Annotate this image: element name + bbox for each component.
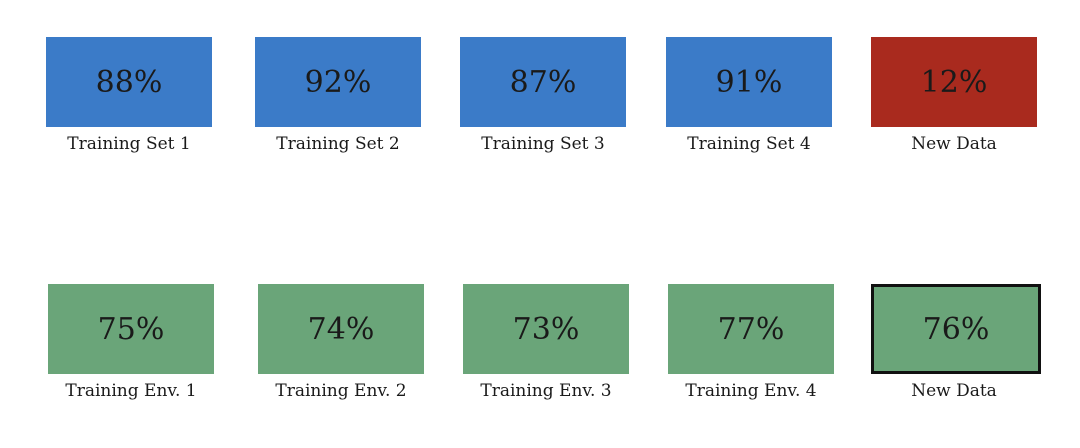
box-label: Training Env. 1 [65, 381, 197, 401]
box-label: Training Set 2 [276, 134, 400, 154]
box-label: Training Set 4 [687, 134, 811, 154]
score-box: 12% [871, 37, 1037, 127]
score-box: 87% [460, 37, 626, 127]
score-box: 77% [668, 284, 834, 374]
score-box: 75% [48, 284, 214, 374]
box-label: New Data [911, 134, 997, 154]
box-label: Training Env. 4 [685, 381, 817, 401]
score-box: 76% [871, 284, 1041, 374]
score-box: 73% [463, 284, 629, 374]
score-box: 92% [255, 37, 421, 127]
box-label: Training Env. 2 [275, 381, 407, 401]
score-box: 88% [46, 37, 212, 127]
box-label: New Data [911, 381, 997, 401]
score-box: 91% [666, 37, 832, 127]
box-label: Training Set 3 [481, 134, 605, 154]
score-box: 74% [258, 284, 424, 374]
box-label: Training Set 1 [67, 134, 191, 154]
box-label: Training Env. 3 [480, 381, 612, 401]
